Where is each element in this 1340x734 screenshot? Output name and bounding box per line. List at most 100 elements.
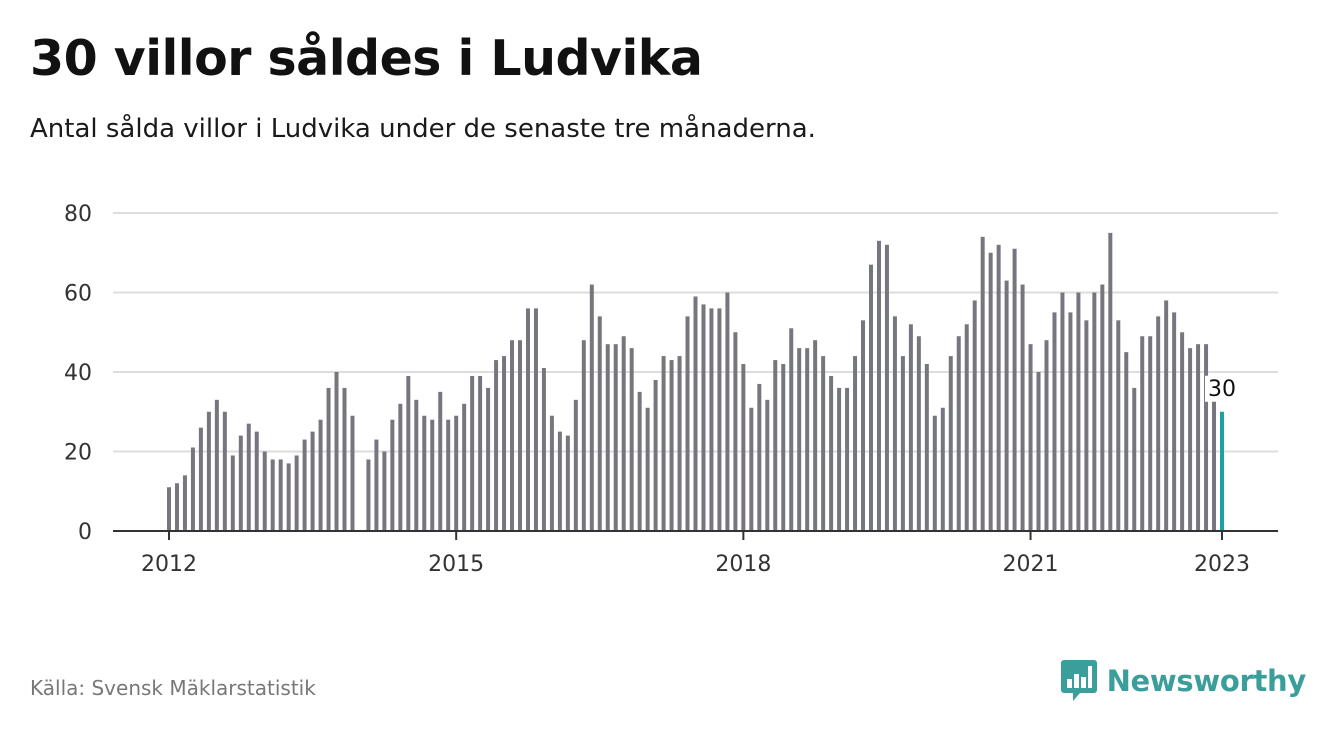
y-tick-label: 0 <box>78 520 92 545</box>
bar <box>685 316 690 531</box>
bar <box>1164 300 1169 531</box>
bar <box>1108 232 1113 532</box>
bar <box>1148 336 1153 531</box>
bar <box>605 344 610 531</box>
bar <box>613 344 618 531</box>
bar <box>1196 344 1201 531</box>
bar <box>230 455 235 531</box>
x-axis-ticks: 2012 2015 2018 2021 2023 <box>141 531 1250 577</box>
bar <box>1180 332 1185 531</box>
bar <box>956 336 961 531</box>
bar <box>1012 248 1017 531</box>
bar <box>565 435 570 531</box>
bar <box>390 419 395 531</box>
bar <box>1020 284 1025 531</box>
bars <box>167 232 1224 532</box>
bar <box>174 483 179 531</box>
bar <box>940 407 945 531</box>
bar <box>414 399 419 531</box>
bar <box>924 364 929 531</box>
bar <box>837 387 842 531</box>
bar <box>486 387 491 531</box>
bar <box>406 375 411 531</box>
bar <box>1124 352 1129 532</box>
bar <box>1028 344 1033 531</box>
bar <box>398 403 403 531</box>
bar <box>861 320 866 531</box>
bar <box>637 391 642 532</box>
bar <box>1068 312 1073 532</box>
last-value-label: 30 <box>1208 377 1236 402</box>
bar-chart: 0 20 40 60 80 2012 2015 2018 2021 2023 30 <box>64 202 1278 577</box>
bar <box>350 415 355 531</box>
bar <box>900 356 905 531</box>
bar <box>366 459 371 531</box>
x-tick-label: 2012 <box>141 552 197 577</box>
bar <box>326 387 331 531</box>
bar <box>1156 316 1161 531</box>
bar <box>222 411 227 531</box>
bar <box>446 419 451 531</box>
bar <box>884 244 889 532</box>
bar <box>342 387 347 531</box>
bar <box>1132 387 1137 531</box>
y-axis-ticks: 0 20 40 60 80 <box>64 202 92 545</box>
bar <box>916 336 921 531</box>
bar <box>1140 336 1145 531</box>
x-tick-label: 2018 <box>715 552 771 577</box>
bar <box>374 439 379 531</box>
bar <box>262 451 267 531</box>
bar <box>653 379 658 531</box>
bar <box>167 487 171 531</box>
bar <box>533 308 538 531</box>
y-tick-label: 80 <box>64 202 92 227</box>
y-tick-label: 40 <box>64 361 92 386</box>
bar <box>1116 320 1121 531</box>
bar <box>661 356 666 531</box>
bar <box>1052 312 1057 532</box>
bar <box>669 360 674 531</box>
bar <box>494 360 499 531</box>
bar <box>1204 344 1209 531</box>
bar <box>709 308 714 531</box>
bar-highlight <box>1220 411 1224 531</box>
bar <box>589 284 594 531</box>
bar <box>869 264 873 531</box>
bar <box>238 435 243 531</box>
bar <box>182 475 187 531</box>
bar <box>557 431 562 532</box>
bar <box>1212 395 1217 531</box>
chart-title: 30 villor såldes i Ludvika <box>30 30 703 87</box>
bar <box>478 375 483 531</box>
bar <box>677 356 682 531</box>
brand-logo: Newsworthy <box>1060 660 1306 702</box>
y-tick-label: 20 <box>64 441 92 466</box>
bar <box>693 296 698 531</box>
bar <box>286 463 291 531</box>
bar <box>988 252 993 531</box>
bar <box>198 427 203 531</box>
x-tick-label: 2023 <box>1194 552 1250 577</box>
bar <box>629 348 634 531</box>
bar <box>717 308 722 531</box>
bar <box>1092 292 1097 531</box>
bar <box>549 415 554 531</box>
bar <box>876 240 881 531</box>
bar <box>805 348 810 531</box>
bar <box>318 419 323 531</box>
bar <box>964 324 969 531</box>
bar <box>789 328 794 531</box>
bar <box>214 399 219 531</box>
bar <box>621 336 626 531</box>
bar <box>813 340 818 531</box>
value-label-background <box>1205 375 1239 402</box>
chart-subtitle: Antal sålda villor i Ludvika under de se… <box>30 114 816 144</box>
bar <box>597 316 602 531</box>
bar <box>438 391 443 532</box>
bar <box>254 431 259 532</box>
bar <box>765 399 770 531</box>
bar <box>190 447 195 531</box>
bar <box>206 411 211 531</box>
bar <box>996 244 1001 532</box>
bar <box>853 356 858 531</box>
